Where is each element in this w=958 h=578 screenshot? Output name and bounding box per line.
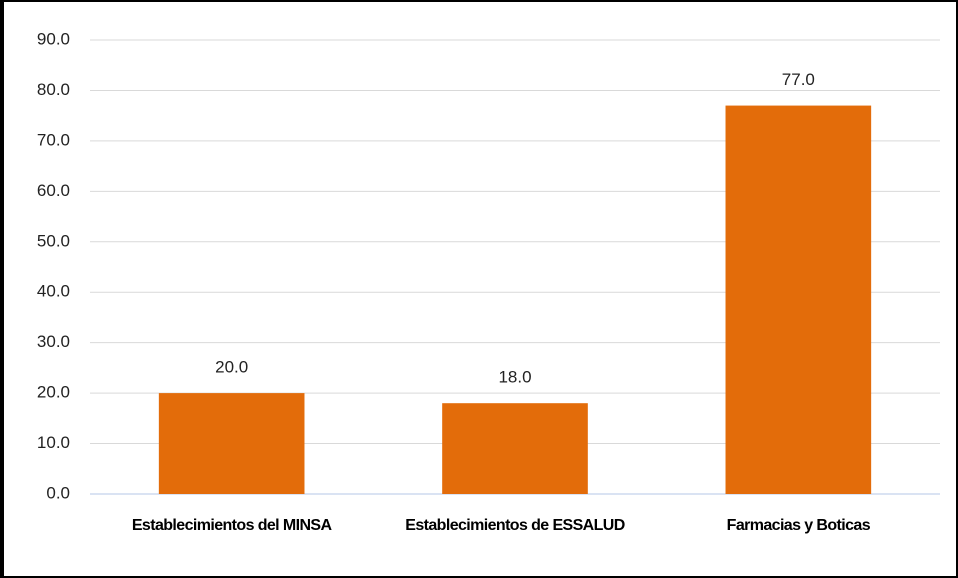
y-tick-label: 80.0 xyxy=(37,80,70,99)
y-tick-label: 10.0 xyxy=(37,433,70,452)
bar xyxy=(442,403,588,494)
data-label: 18.0 xyxy=(498,368,531,387)
y-tick-label: 40.0 xyxy=(37,282,70,301)
x-tick-label: Establecimientos de ESSALUD xyxy=(405,517,625,534)
x-tick-label: Establecimientos del MINSA xyxy=(131,517,332,534)
y-tick-label: 90.0 xyxy=(37,29,70,48)
data-label: 20.0 xyxy=(215,358,248,377)
data-label: 77.0 xyxy=(782,70,815,89)
bar xyxy=(725,105,872,495)
bar xyxy=(158,393,305,494)
y-tick-label: 30.0 xyxy=(37,332,70,351)
y-tick-label: 60.0 xyxy=(37,181,70,200)
y-tick-label: 70.0 xyxy=(37,130,70,149)
y-tick-label: 0.0 xyxy=(46,483,70,502)
y-tick-label: 20.0 xyxy=(37,383,70,402)
x-tick-label: Farmacias y Boticas xyxy=(726,517,871,534)
y-tick-label: 50.0 xyxy=(37,231,70,250)
